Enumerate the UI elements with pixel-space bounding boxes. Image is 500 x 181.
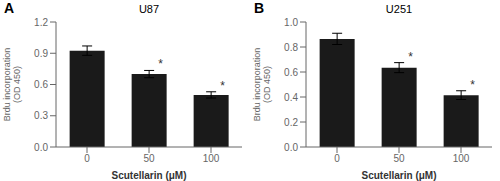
svg-text:0.6: 0.6 — [34, 79, 48, 90]
svg-text:0.6: 0.6 — [284, 67, 298, 78]
html-text:A: A — [4, 0, 15, 16]
svg-text:0.9: 0.9 — [34, 48, 48, 59]
svg-text:0: 0 — [334, 153, 340, 164]
html-text:B: B — [254, 0, 265, 16]
svg-text:50: 50 — [393, 153, 405, 164]
svg-text:0.2: 0.2 — [284, 117, 298, 128]
svg-text:Scutellarin (μM): Scutellarin (μM) — [361, 170, 436, 181]
svg-text:0.3: 0.3 — [34, 110, 48, 121]
svg-text:100: 100 — [203, 153, 220, 164]
svg-text:Brdu incorporation(OD 450): Brdu incorporation(OD 450) — [8, 48, 22, 122]
svg-text:Scutellarin (μM): Scutellarin (μM) — [111, 170, 186, 181]
html-text:U87: U87 — [138, 3, 160, 15]
svg-text:1.0: 1.0 — [284, 17, 298, 28]
svg-text:0.4: 0.4 — [284, 92, 298, 103]
html-text:U251: U251 — [385, 3, 413, 15]
svg-text:0: 0 — [84, 153, 90, 164]
svg-text:*: * — [220, 79, 225, 93]
svg-text:*: * — [470, 78, 475, 92]
svg-text:0.0: 0.0 — [284, 142, 298, 153]
svg-text:50: 50 — [143, 153, 155, 164]
svg-text:*: * — [158, 57, 163, 71]
svg-text:100: 100 — [453, 153, 470, 164]
svg-text:0.0: 0.0 — [34, 142, 48, 153]
svg-text:Brdu incorporation(OD 450): Brdu incorporation(OD 450) — [252, 48, 272, 122]
svg-text:1.2: 1.2 — [34, 17, 48, 28]
svg-text:*: * — [408, 50, 413, 64]
svg-text:0.8: 0.8 — [284, 42, 298, 53]
